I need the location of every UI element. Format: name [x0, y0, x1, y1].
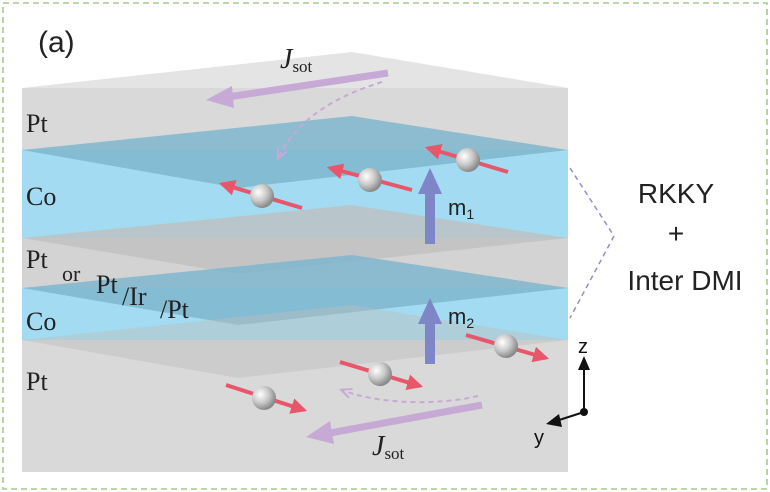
label-pt-bottom: Pt	[26, 367, 48, 396]
m2-subscript: 2	[466, 315, 474, 331]
coordinate-axes	[546, 356, 590, 427]
current-symbol-bottom: J	[372, 431, 386, 462]
spin-bottom-3	[465, 333, 550, 363]
current-symbol-top: J	[280, 44, 294, 75]
coupling-line-1: RKKY	[638, 178, 715, 209]
interface-co-bottom	[22, 255, 568, 325]
spin-top-1	[218, 180, 303, 210]
axis-label-y: y	[534, 427, 544, 449]
label-pt-top: Pt	[26, 109, 48, 138]
coupling-bracket	[569, 167, 615, 319]
m2-symbol: m	[448, 304, 466, 329]
label-pt-ir-pt-3: /Pt	[160, 295, 190, 324]
label-pt-ir-pt-1: Pt	[96, 270, 118, 299]
spin-top-3	[424, 144, 509, 174]
label-co-bottom: Co	[26, 307, 56, 336]
label-pt-ir-pt-2: /Ir	[122, 282, 147, 311]
current-subscript-top: sot	[292, 57, 312, 76]
m2-arrow	[418, 298, 442, 364]
label-pt-ir-pt: Pt/Ir/Pt	[96, 270, 190, 324]
current-arrow-top	[206, 69, 389, 108]
m1-label: m1	[448, 195, 474, 222]
label-co-top: Co	[26, 182, 56, 211]
coupling-line-3: Inter DMI	[627, 265, 742, 296]
spin-top-2	[326, 163, 413, 192]
axis-label-z: z	[578, 336, 588, 358]
m2-label: m2	[448, 304, 474, 331]
interface-co-top	[22, 116, 568, 188]
spin-bottom-1	[225, 383, 308, 414]
m1-arrow	[418, 168, 442, 244]
panel-label: (a)	[38, 26, 75, 59]
spin-bottom-2	[339, 360, 424, 390]
current-subscript-bottom: sot	[384, 444, 404, 463]
coupling-line-2: +	[668, 218, 684, 249]
current-label-bottom: Jsot	[372, 431, 405, 463]
label-or: or	[62, 261, 81, 286]
current-label-top: Jsot	[280, 44, 313, 76]
dashed-path-bottom	[342, 390, 479, 404]
dashed-path-top	[278, 81, 383, 158]
label-pt-mid: Pt	[26, 245, 48, 274]
m1-subscript: 1	[466, 206, 474, 222]
m1-symbol: m	[448, 195, 466, 220]
current-arrow-bottom	[306, 401, 483, 444]
